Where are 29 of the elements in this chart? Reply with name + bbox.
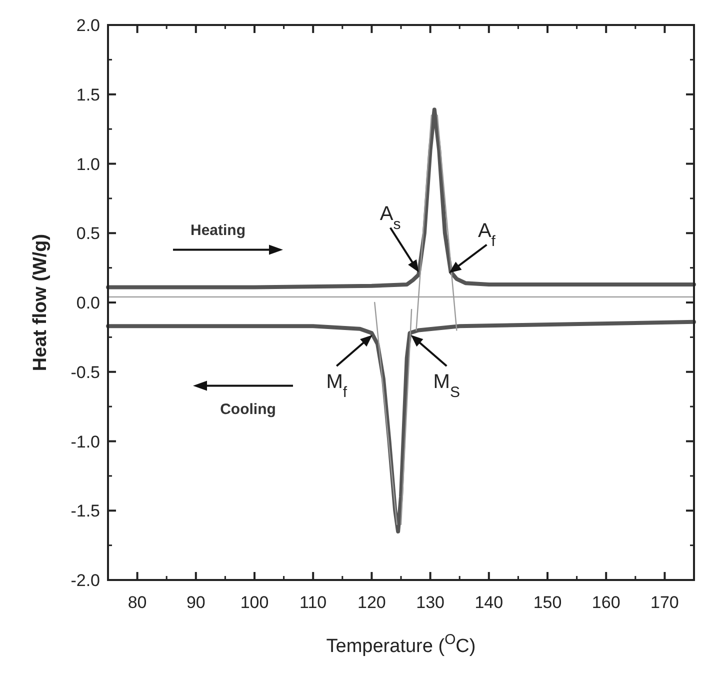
- line-series: [106, 320, 696, 534]
- line-series: [106, 108, 696, 290]
- annotation: Cooling: [220, 400, 276, 418]
- y-tick-label: -1.5: [70, 502, 100, 521]
- x-tick-label: 100: [240, 593, 269, 612]
- annotation: M$_{f}$: [326, 371, 348, 401]
- y-tick-label: 0.5: [76, 224, 100, 244]
- x-tick-label: 150: [533, 593, 562, 612]
- x-axis-title: Temperature ($^{O}$C): [326, 632, 476, 657]
- y-tick-label: -0.5: [70, 362, 100, 382]
- annotation: A$_{s}$: [380, 202, 401, 232]
- y-tick-label: -1.0: [70, 432, 100, 452]
- x-tick-label: 140: [474, 593, 504, 612]
- annotation: M$_{S}$: [433, 371, 460, 401]
- y-tick-label: 1.0: [76, 154, 100, 174]
- annotation: Heating: [190, 222, 246, 239]
- y-tick-label: 0.0: [76, 294, 100, 312]
- x-tick-label: 170: [650, 593, 679, 612]
- x-tick-label: 90: [186, 593, 206, 612]
- y-tick-label: -2.0: [70, 571, 100, 590]
- x-tick-label: 130: [416, 593, 444, 612]
- y-tick-label: 1.5: [76, 85, 100, 104]
- x-tick-label: 120: [358, 593, 386, 612]
- y-tick-label: 2.0: [76, 16, 100, 35]
- annotation: A$_{f}$: [478, 220, 496, 250]
- x-tick-label: 80: [128, 593, 147, 612]
- x-tick-label: 160: [592, 593, 620, 612]
- y-axis-title: Heat flow (W/g): [30, 234, 51, 372]
- x-tick-label: 110: [300, 593, 327, 612]
